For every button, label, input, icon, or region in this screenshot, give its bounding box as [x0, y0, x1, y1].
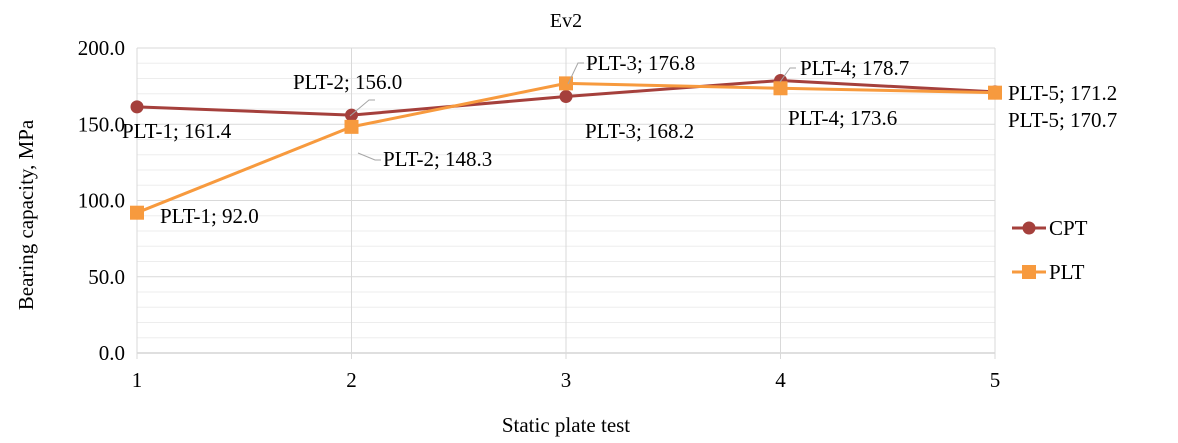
chart-legend: CPT PLT	[1012, 216, 1088, 284]
label-leader-line	[567, 62, 584, 85]
y-tick-label: 100.0	[78, 189, 125, 213]
x-tick-label: 3	[561, 368, 572, 392]
data-label-plt: PLT-2; 148.3	[383, 147, 492, 171]
data-point-cpt	[559, 89, 573, 103]
x-tick-label: 5	[990, 368, 1001, 392]
data-label-cpt: PLT-5; 171.2	[1008, 81, 1117, 105]
data-labels: PLT-1; 161.4 PLT-2; 156.0 PLT-3; 168.2 PLT-…	[122, 51, 1117, 228]
legend-marker-plt	[1022, 265, 1036, 279]
label-leader-line	[349, 99, 375, 117]
y-tick-label: 150.0	[78, 112, 125, 136]
data-point-plt	[344, 119, 359, 134]
data-point-cpt	[130, 100, 144, 114]
data-label-cpt: PLT-2; 156.0	[293, 70, 402, 94]
legend-label-cpt: CPT	[1049, 216, 1088, 240]
label-leader-line	[779, 67, 796, 83]
y-tick-label: 200.0	[78, 36, 125, 60]
data-point-plt	[988, 85, 1002, 100]
chart-axes: 0.0 50.0 100.0 150.0 200.0 1 2 3 4 5	[78, 36, 1001, 392]
data-label-plt: PLT-3; 176.8	[586, 51, 695, 75]
data-label-cpt: PLT-4; 178.7	[800, 56, 909, 80]
chart-series	[130, 73, 1002, 220]
data-point-plt	[773, 81, 788, 96]
data-point-plt	[130, 205, 144, 220]
x-tick-label: 1	[132, 368, 143, 392]
x-axis-label: Static plate test	[502, 413, 630, 437]
data-label-cpt: PLT-3; 168.2	[585, 119, 694, 143]
y-tick-label: 50.0	[88, 265, 125, 289]
data-label-plt: PLT-4; 173.6	[788, 106, 897, 130]
data-label-cpt: PLT-1; 161.4	[122, 119, 232, 143]
label-leader-line	[357, 152, 381, 161]
y-axis-label: Bearing capacity, MPa	[14, 119, 38, 310]
data-label-plt: PLT-1; 92.0	[160, 204, 259, 228]
legend-label-plt: PLT	[1049, 260, 1085, 284]
legend-marker-cpt	[1022, 221, 1036, 235]
x-tick-label: 2	[346, 368, 357, 392]
data-label-plt: PLT-5; 170.7	[1008, 108, 1117, 132]
y-tick-label: 0.0	[99, 341, 125, 365]
x-tick-label: 4	[775, 368, 786, 392]
chart-title: Ev2	[550, 10, 582, 32]
